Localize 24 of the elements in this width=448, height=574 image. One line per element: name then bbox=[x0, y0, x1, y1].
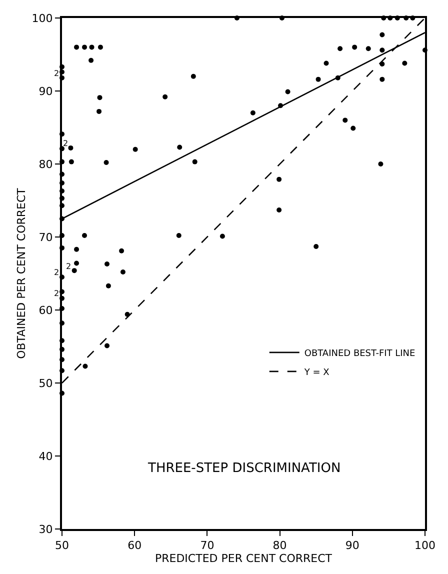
x-axis-title: PREDICTED PER CENT CORRECT bbox=[154, 552, 332, 566]
x-tick-label: 50 bbox=[55, 539, 69, 552]
annotation: 2 bbox=[66, 262, 72, 271]
annotation: 2 bbox=[54, 69, 60, 78]
x-tick-label: 60 bbox=[128, 539, 142, 552]
x-tick-label: 100 bbox=[414, 539, 436, 552]
x-tick-label: 70 bbox=[200, 539, 214, 552]
y-tick-label: 70 bbox=[38, 230, 53, 244]
legend-label: Y = X bbox=[303, 368, 330, 378]
legend-label: OBTAINED BEST-FIT LINE bbox=[304, 348, 416, 359]
y-tick-label: 90 bbox=[38, 84, 53, 98]
y-tick-label: 100 bbox=[32, 12, 53, 25]
annotation: 2 bbox=[54, 289, 60, 298]
y-tick-label: 50 bbox=[38, 376, 53, 390]
annotation: 2 bbox=[54, 268, 60, 277]
x-tick-label: 80 bbox=[272, 539, 287, 552]
y-axis-title: OBTAINED PER CENT CORRECT bbox=[14, 188, 28, 359]
y-tick-label: 60 bbox=[38, 304, 53, 317]
annotation: 2 bbox=[63, 139, 68, 148]
annotation: THREE-STEP DISCRIMINATION bbox=[147, 461, 341, 476]
y-tick-label: 80 bbox=[38, 158, 53, 171]
x-tick-label: 90 bbox=[345, 539, 360, 552]
y-tick-label: 30 bbox=[38, 522, 53, 536]
y-tick-label: 40 bbox=[38, 450, 53, 463]
